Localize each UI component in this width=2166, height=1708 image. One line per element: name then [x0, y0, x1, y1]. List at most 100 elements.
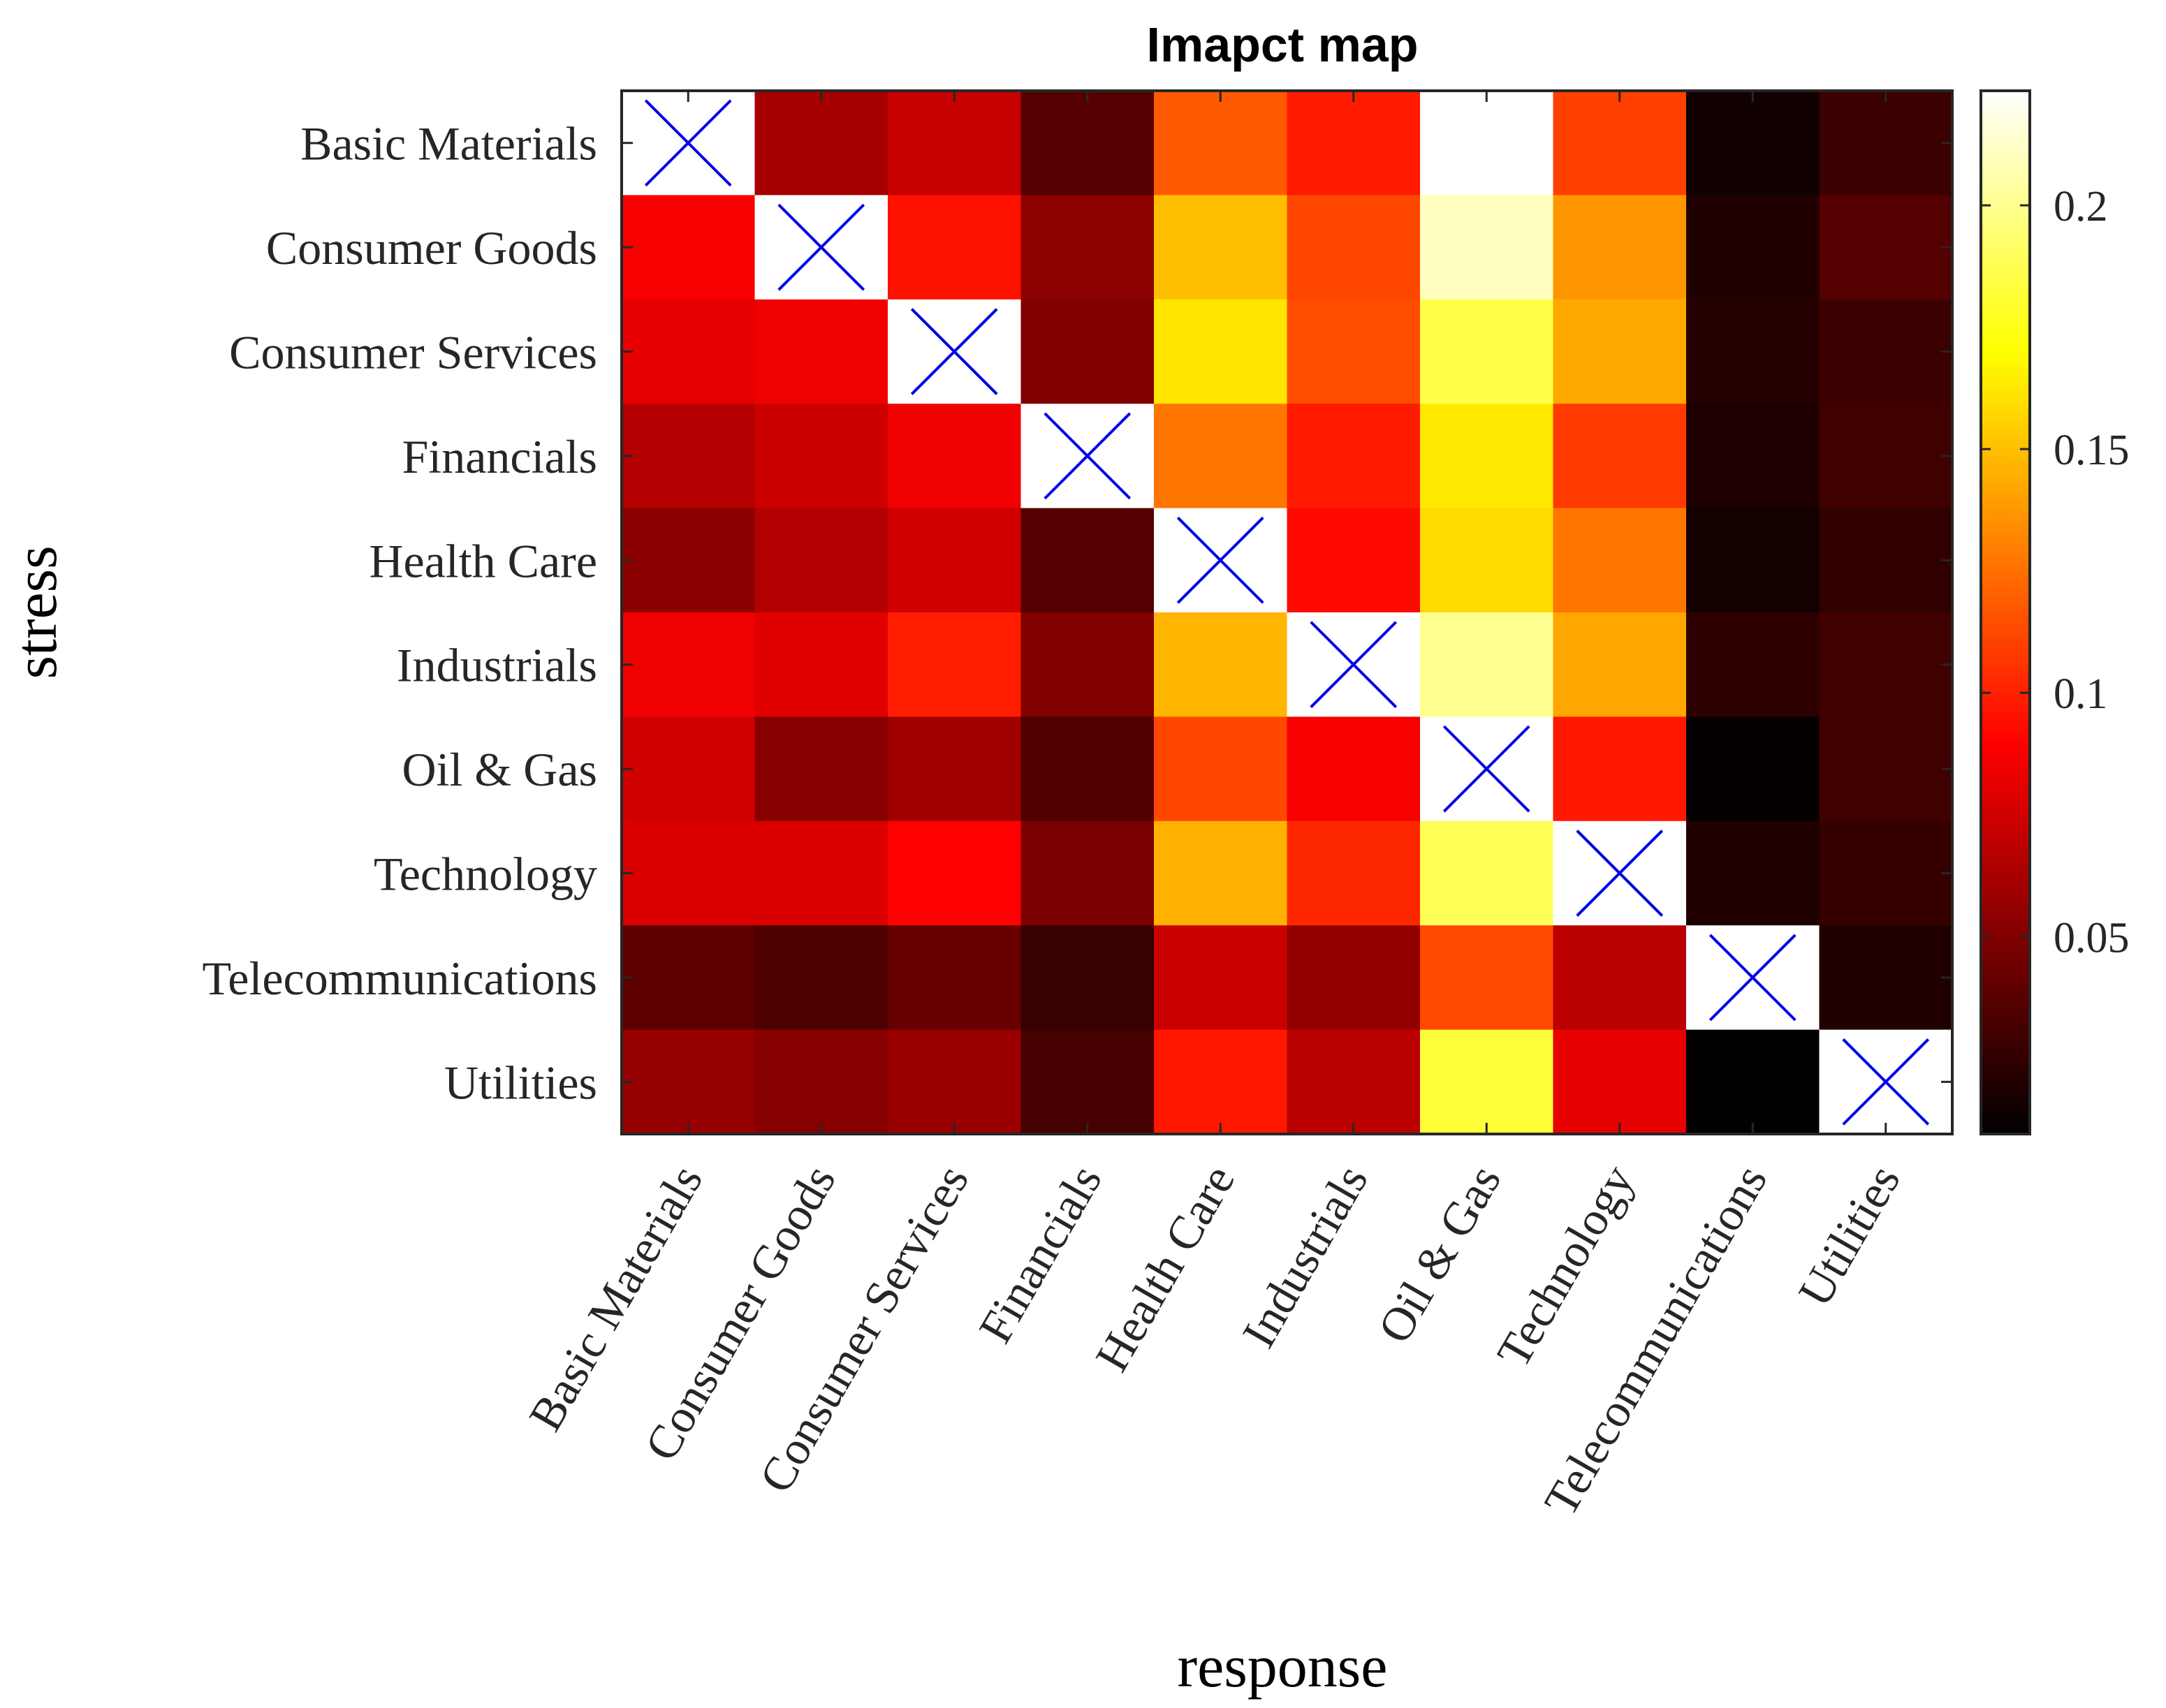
heatmap-cell [754, 1029, 888, 1135]
heatmap-cell [1154, 195, 1288, 300]
diagonal-marker [1310, 621, 1398, 709]
y-tick-label: Industrials [397, 639, 597, 692]
heatmap-cell [888, 195, 1022, 300]
heatmap-cell [1686, 508, 1820, 613]
y-tick-label: Technology [374, 848, 597, 901]
heatmap-cell [1553, 716, 1687, 822]
heatmap-cell [1287, 508, 1421, 613]
heatmap-cell [1819, 716, 1953, 822]
heatmap-cell [888, 91, 1022, 196]
diagonal-marker [1442, 725, 1530, 813]
heatmap-cell [1020, 508, 1155, 613]
diagonal-marker [644, 99, 732, 187]
heatmap-cell [1553, 925, 1687, 1031]
heatmap-cell [622, 299, 756, 404]
heatmap-cell [1420, 91, 1554, 196]
heatmap-cell [1819, 508, 1953, 613]
heatmap-cell [1420, 925, 1554, 1031]
heatmap-cell [1287, 925, 1421, 1031]
heatmap-cell [1819, 925, 1953, 1031]
heatmap-cell [754, 91, 888, 196]
heatmap-cell [1020, 925, 1155, 1031]
heatmap-cell [1819, 404, 1953, 509]
heatmap-cell [888, 716, 1022, 822]
heatmap-cell [1819, 612, 1953, 717]
heatmap-cell [888, 925, 1022, 1031]
heatmap-cell [1287, 820, 1421, 926]
diagonal-marker [1044, 412, 1132, 500]
heatmap-cell [622, 404, 756, 509]
x-tick-label: Financials [968, 1156, 1112, 1352]
heatmap-cell [1686, 612, 1820, 717]
y-tick-label: Health Care [369, 534, 597, 587]
x-tick-label: Oil & Gas [1368, 1156, 1512, 1352]
y-tick-label: Oil & Gas [402, 743, 597, 796]
heatmap-cell [754, 925, 888, 1031]
heatmap-cell [1154, 91, 1288, 196]
heatmap-cell [1420, 1029, 1554, 1135]
heatmap-cell [1553, 195, 1687, 300]
heatmap-cell [1553, 612, 1687, 717]
heatmap-cell [622, 195, 756, 300]
colorbar-ticks: 0.05 0.1 0.15 0.2 [1981, 183, 2130, 962]
heatmap-cell [754, 299, 888, 404]
heatmap-cell [754, 404, 888, 509]
heatmap-cell [622, 925, 756, 1031]
diagonal-marker [1842, 1038, 1930, 1126]
heatmap-cell [888, 820, 1022, 926]
heatmap-cell [1686, 404, 1820, 509]
heatmap-cell [1154, 404, 1288, 509]
heatmap-cell [1020, 612, 1155, 717]
heatmap-cell [888, 1029, 1022, 1135]
y-tick-label: Consumer Goods [266, 221, 597, 274]
heatmap-cell [754, 820, 888, 926]
diagonal-marker [1708, 934, 1797, 1022]
heatmap-cell [1420, 612, 1554, 717]
y-tick-label: Telecommunications [202, 952, 597, 1005]
heatmap-cell [754, 508, 888, 613]
heatmap-cell [1020, 716, 1155, 822]
x-tick-label: Industrials [1231, 1156, 1377, 1357]
diagonal-marker [910, 308, 998, 395]
heatmap-cell [1420, 299, 1554, 404]
diagonal-marker [777, 203, 865, 291]
heatmap-cell [1686, 716, 1820, 822]
heatmap-cell [1686, 1029, 1820, 1135]
heatmap-cell [1154, 820, 1288, 926]
diagonal-marker [1576, 830, 1664, 917]
heatmap-cell [622, 1029, 756, 1135]
y-tick-label: Utilities [444, 1056, 597, 1109]
heatmap-cell [1819, 820, 1953, 926]
heatmap-cell [754, 612, 888, 717]
heatmap-cell [1686, 299, 1820, 404]
colorbar-tick-label: 0.2 [2054, 183, 2108, 230]
colorbar: 0.05 0.1 0.15 0.2 [1980, 89, 2130, 1135]
heatmap-cell [1154, 716, 1288, 822]
heatmap-cell [1686, 91, 1820, 196]
heatmap-cell [1553, 299, 1687, 404]
heatmap-cell [1819, 299, 1953, 404]
heatmap-cell [1020, 299, 1155, 404]
colorbar-tick-label: 0.1 [2054, 670, 2108, 718]
heatmap-cell [1553, 1029, 1687, 1135]
heatmap-cell [1553, 91, 1687, 196]
heatmap-cell [1154, 612, 1288, 717]
colorbar-gradient [1980, 89, 2031, 1135]
y-tick-label: Consumer Services [229, 326, 597, 379]
heatmap-cell [888, 612, 1022, 717]
heatmap-cell [1686, 820, 1820, 926]
heatmap-cell [1287, 404, 1421, 509]
heatmap-cell [1020, 195, 1155, 300]
heatmap-cell [622, 612, 756, 717]
heatmap-cell [1287, 91, 1421, 196]
heatmap-cell [1420, 508, 1554, 613]
heatmap-cell [888, 404, 1022, 509]
heatmap-cell [622, 508, 756, 613]
y-axis-label: stress [2, 545, 69, 679]
heatmap-cell [1154, 299, 1288, 404]
heatmap-cell [1287, 195, 1421, 300]
y-tick-labels: Basic Materials Consumer Goods Consumer Se… [202, 117, 1952, 1109]
heatmap-cell [622, 716, 756, 822]
heatmap-cell [1154, 1029, 1288, 1135]
heatmap-cell [1287, 299, 1421, 404]
